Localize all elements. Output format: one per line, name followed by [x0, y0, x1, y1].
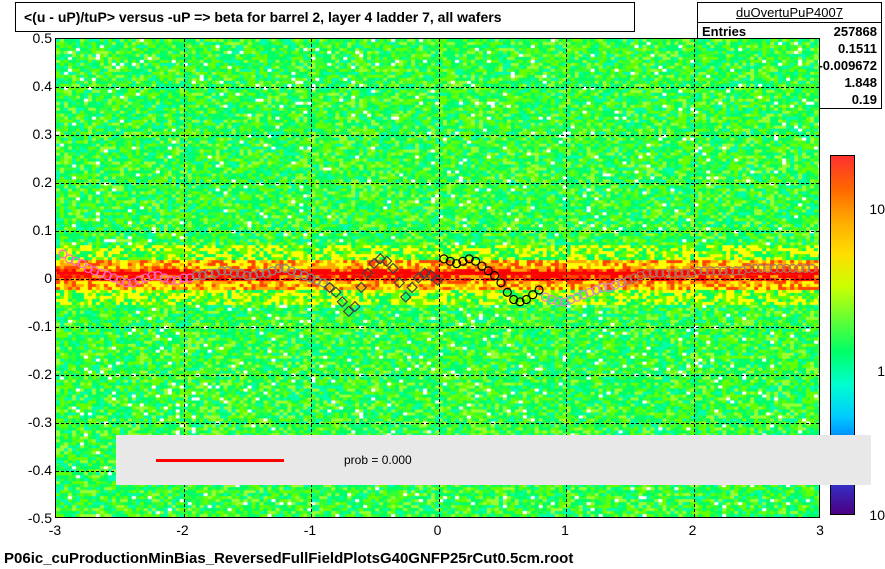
stat-value: 0.1511	[838, 41, 877, 56]
y-axis-label: -0.2	[28, 366, 52, 382]
stat-value: 0.19	[852, 92, 877, 107]
x-axis-label: -2	[176, 522, 188, 538]
stat-value: 257868	[834, 24, 877, 39]
stats-header: duOvertuPuP4007	[698, 3, 881, 23]
stat-value: 1.848	[844, 75, 877, 90]
y-axis-label: -0.4	[28, 462, 52, 478]
stat-label: Entries	[702, 24, 746, 39]
colorbar-label: 10	[869, 201, 885, 217]
y-axis-label: 0	[44, 270, 52, 286]
y-axis-label: 0.4	[33, 78, 52, 94]
legend-text: prob = 0.000	[344, 453, 412, 467]
x-axis-label: 3	[816, 522, 824, 538]
chart-title: <(u - uP)/tuP> versus -uP => beta for ba…	[24, 9, 502, 25]
x-axis-label: 0	[434, 522, 442, 538]
grid-line-horizontal	[56, 279, 819, 280]
grid-line-horizontal	[56, 183, 819, 184]
grid-line-horizontal	[56, 135, 819, 136]
y-axis-label: 0.5	[33, 30, 52, 46]
grid-line-horizontal	[56, 87, 819, 88]
y-axis-label: -0.3	[28, 414, 52, 430]
grid-line-horizontal	[56, 231, 819, 232]
chart-root: <(u - uP)/tuP> versus -uP => beta for ba…	[0, 0, 885, 569]
y-axis-label: 0.2	[33, 174, 52, 190]
x-axis-label: -3	[49, 522, 61, 538]
plot-area: prob = 0.000	[55, 38, 820, 518]
legend-box: prob = 0.000	[116, 435, 871, 485]
grid-line-horizontal	[56, 375, 819, 376]
x-axis-label: -1	[304, 522, 316, 538]
bottom-caption: P06ic_cuProductionMinBias_ReversedFullFi…	[0, 550, 885, 567]
grid-line-horizontal	[56, 423, 819, 424]
x-axis-label: 1	[561, 522, 569, 538]
y-axis-label: 0.1	[33, 222, 52, 238]
colorbar-label: 1	[877, 363, 885, 379]
x-axis-label: 2	[689, 522, 697, 538]
stat-value: -0.009672	[818, 58, 877, 73]
grid-line-horizontal	[56, 327, 819, 328]
y-axis-label: 0.3	[33, 126, 52, 142]
chart-title-box: <(u - uP)/tuP> versus -uP => beta for ba…	[15, 2, 635, 32]
y-axis-label: -0.1	[28, 318, 52, 334]
legend-fit-line	[156, 459, 284, 462]
colorbar-label: 10	[869, 507, 885, 523]
